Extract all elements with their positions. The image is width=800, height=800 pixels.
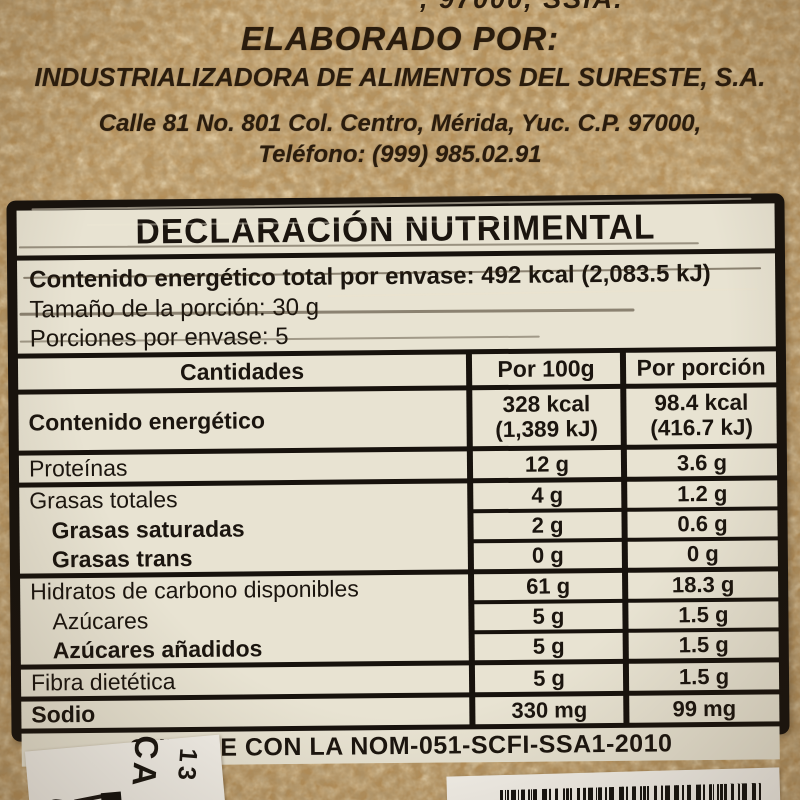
grasas-trans-portion: 0 g bbox=[627, 540, 778, 568]
summary-servings-per-pack: Porciones por envase: 5 bbox=[29, 323, 289, 353]
hidratos-labels: Hidratos de carbono disponibles Azúcares… bbox=[20, 574, 469, 665]
company-name: INDUSTRIALIZADORA DE ALIMENTOS DEL SURES… bbox=[34, 62, 766, 92]
grasas-totales-label: Grasas totales bbox=[29, 486, 178, 514]
table-group-grasas: Grasas totales Grasas saturadas Grasas t… bbox=[19, 480, 778, 574]
cutoff-glyph bbox=[100, 791, 124, 800]
azucares-anadidos-label: Azúcares añadidos bbox=[52, 635, 263, 664]
barcode bbox=[499, 782, 764, 800]
proteinas-label: Proteínas bbox=[18, 451, 468, 483]
top-cutoff-fragment: , 97000, SSIA. bbox=[420, 0, 800, 12]
energy-portion: 98.4 kcal (416.7 kJ) bbox=[626, 387, 777, 445]
azucares-label: Azúcares bbox=[52, 606, 149, 634]
company-address: Calle 81 No. 801 Col. Centro, Mérida, Yu… bbox=[98, 110, 702, 137]
azucares-anadidos-portion: 1.5 g bbox=[628, 631, 779, 659]
nutrition-label: DECLARACIÓN NUTRIMENTAL Contenido energé… bbox=[6, 193, 790, 767]
header-por-100g: Por 100g bbox=[471, 352, 621, 386]
proteinas-portion: 3.6 g bbox=[626, 448, 778, 477]
sticker-number: 13 bbox=[171, 747, 203, 785]
table-row-proteinas: Proteínas 12 g 3.6 g bbox=[18, 448, 778, 483]
company-phone: Teléfono: (999) 985.02.91 bbox=[258, 141, 542, 168]
proteinas-per100: 12 g bbox=[472, 449, 622, 479]
header-cantidades: Cantidades bbox=[17, 354, 467, 390]
hidratos-label: Hidratos de carbono disponibles bbox=[30, 575, 359, 605]
fibra-label: Fibra dietética bbox=[20, 665, 470, 697]
grasas-totales-portion: 1.2 g bbox=[627, 480, 778, 508]
manufacturer-block: ELABORADO POR: INDUSTRIALIZADORA DE ALIM… bbox=[0, 20, 800, 169]
sodio-per100: 330 mg bbox=[475, 695, 624, 725]
azucares-anadidos-per100: 5 g bbox=[474, 632, 623, 661]
energy-per100: 328 kcal (1,389 kJ) bbox=[472, 388, 621, 447]
table-header-row: Cantidades Por 100g Por porción bbox=[17, 351, 777, 390]
top-cutoff-text: , 97000, SSIA. bbox=[420, 0, 800, 12]
sodio-portion: 99 mg bbox=[629, 694, 780, 723]
hidratos-portion: 18.3 g bbox=[628, 571, 779, 599]
table-row-fibra: Fibra dietética 5 g 1.5 g bbox=[20, 662, 780, 697]
grasas-trans-label: Grasas trans bbox=[51, 544, 193, 573]
fibra-per100: 5 g bbox=[474, 663, 624, 693]
azucares-per100: 5 g bbox=[474, 602, 623, 631]
grasas-saturadas-portion: 0.6 g bbox=[627, 510, 778, 538]
table-row-energy: Contenido energético 328 kcal (1,389 kJ)… bbox=[18, 387, 777, 451]
table-row-sodio: Sodio 330 mg 99 mg bbox=[21, 694, 780, 729]
pen-mark bbox=[19, 791, 124, 800]
grasas-totales-per100: 4 g bbox=[473, 481, 622, 510]
hidratos-per100: 61 g bbox=[474, 572, 623, 601]
grasas-trans-per100: 0 g bbox=[473, 541, 622, 570]
grasas-labels: Grasas totales Grasas saturadas Grasas t… bbox=[19, 483, 468, 574]
energy-portion-kj: (416.7 kJ) bbox=[650, 414, 754, 441]
grasas-saturadas-label: Grasas saturadas bbox=[51, 514, 245, 543]
label-title-box: DECLARACIÓN NUTRIMENTAL bbox=[16, 203, 775, 256]
energy-label: Contenido energético bbox=[18, 390, 467, 451]
table-group-hidratos: Hidratos de carbono disponibles Azúcares… bbox=[20, 571, 779, 665]
elaborado-heading: ELABORADO POR: bbox=[240, 20, 560, 57]
azucares-portion: 1.5 g bbox=[628, 601, 779, 629]
sodio-label: Sodio bbox=[21, 697, 470, 729]
label-summary: Contenido energético total por envase: 4… bbox=[16, 253, 776, 354]
energy-per100-kcal: 328 kcal bbox=[502, 391, 591, 418]
grasas-saturadas-per100: 2 g bbox=[473, 511, 622, 540]
label-title: DECLARACIÓN NUTRIMENTAL bbox=[135, 207, 656, 252]
energy-portion-kcal: 98.4 kcal bbox=[654, 389, 749, 416]
energy-per100-kj: (1,389 kJ) bbox=[495, 416, 599, 443]
fibra-portion: 1.5 g bbox=[628, 662, 780, 691]
header-por-porcion: Por porción bbox=[625, 351, 777, 384]
